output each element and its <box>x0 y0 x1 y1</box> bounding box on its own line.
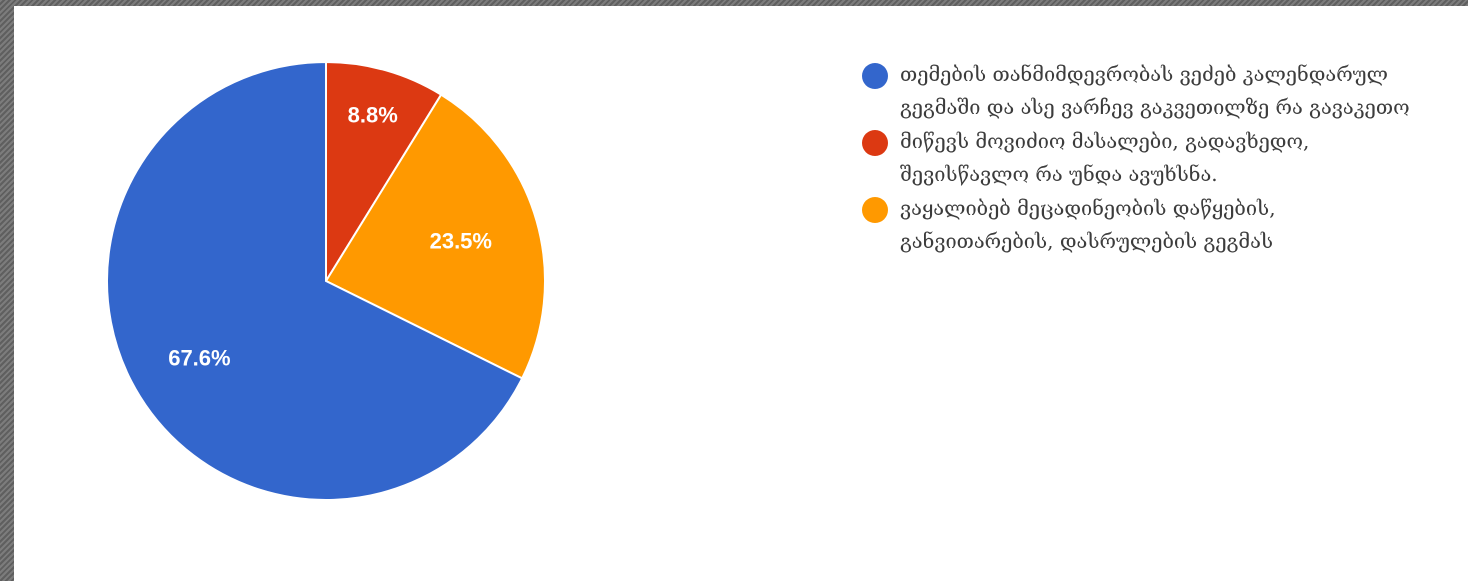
chart-card: 8.8% 23.5% 67.6% თემების თანმიმდევრობას ვე… <box>14 6 1468 581</box>
legend-label: ვაყალიბებ მეცადინეობის დაწყების, განვითა… <box>900 196 1276 253</box>
slice-label: 8.8% <box>348 103 398 128</box>
legend-swatch-icon <box>862 197 888 223</box>
legend-label: თემების თანმიმდევრობას ვეძებ კალენდარულ … <box>900 62 1410 119</box>
legend-swatch-icon <box>862 130 888 156</box>
pie-slice[interactable] <box>106 60 524 501</box>
pie-chart: 8.8% 23.5% 67.6% <box>106 60 546 501</box>
legend-item[interactable]: მიწევს მოვიძიო მასალები, გადავხედო, შევი… <box>862 128 1462 191</box>
pie-slice[interactable] <box>325 60 443 285</box>
slice-label: 23.5% <box>430 228 492 253</box>
legend-item[interactable]: თემების თანმიმდევრობას ვეძებ კალენდარულ … <box>862 61 1462 124</box>
legend-label: მიწევს მოვიძიო მასალები, გადავხედო, შევი… <box>900 129 1310 186</box>
slice-label: 67.6% <box>168 345 230 370</box>
legend-swatch-icon <box>862 63 888 89</box>
chart-legend: თემების თანმიმდევრობას ვეძებ კალენდარულ … <box>862 61 1462 262</box>
legend-item[interactable]: ვაყალიბებ მეცადინეობის დაწყების, განვითა… <box>862 195 1462 258</box>
